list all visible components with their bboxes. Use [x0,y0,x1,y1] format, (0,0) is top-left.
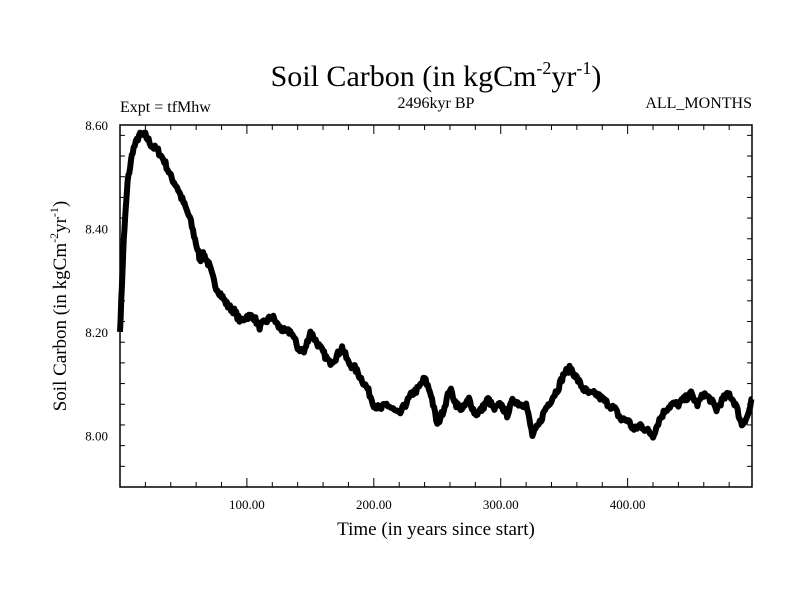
subtitle-months: ALL_MONTHS [645,95,752,112]
y-tick-label: 8.60 [85,118,108,133]
subtitle-experiment: Expt = tfMhw [120,99,211,116]
y-tick-label: 8.20 [85,325,108,340]
x-tick-label: 400.00 [610,497,646,512]
subtitle-period: 2496kyr BP [398,95,475,112]
x-axis-label: Time (in years since start) [337,519,535,540]
x-tick-label: 200.00 [356,497,392,512]
y-axis-ticks: 8.00 8.20 8.40 8.60 [85,118,752,488]
y-tick-label: 8.40 [85,221,108,236]
y-tick-label: 8.00 [85,428,108,443]
x-tick-label: 100.00 [229,497,265,512]
x-axis-ticks: 100.00 200.00 300.00 400.00 [144,125,730,512]
x-tick-label: 300.00 [483,497,519,512]
y-axis-label: Soil Carbon (in kgCm-2yr-1) [47,201,71,412]
series-line-soil-carbon [117,129,755,441]
chart-title: Soil Carbon (in kgCm-2yr-1) [271,58,602,93]
